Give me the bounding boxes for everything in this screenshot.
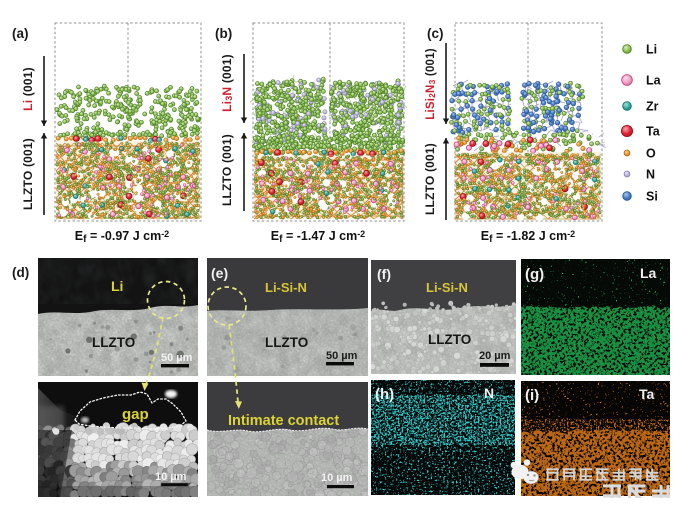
svg-text:LLZTO (001): LLZTO (001) xyxy=(423,143,437,215)
svg-text:20 µm: 20 µm xyxy=(479,350,511,362)
svg-text:N: N xyxy=(484,385,494,401)
svg-text:Li: Li xyxy=(111,278,123,294)
svg-text:LLZTO (001): LLZTO (001) xyxy=(220,134,234,206)
svg-text:LLZTO: LLZTO xyxy=(92,335,135,350)
svg-text:Intimate contact: Intimate contact xyxy=(228,413,339,429)
svg-text:(d): (d) xyxy=(12,265,29,280)
svg-text:(g): (g) xyxy=(525,266,544,283)
svg-text:Li-Si-N: Li-Si-N xyxy=(426,280,468,295)
svg-text:gap: gap xyxy=(122,406,149,423)
svg-text:O: O xyxy=(646,147,656,161)
svg-text:Li: Li xyxy=(646,43,657,57)
svg-text:(c): (c) xyxy=(427,26,444,41)
svg-text:Ef = -1.47 J cm-2: Ef = -1.47 J cm-2 xyxy=(271,229,365,245)
svg-text:La: La xyxy=(640,265,657,281)
svg-text:Si: Si xyxy=(646,190,658,204)
svg-text:La: La xyxy=(646,74,662,88)
svg-text:LLZTO: LLZTO xyxy=(428,332,471,347)
svg-text:Li-Si-N: Li-Si-N xyxy=(265,280,307,295)
svg-text:Zr: Zr xyxy=(646,100,659,114)
svg-text:(b): (b) xyxy=(215,26,232,41)
svg-text:Ef = -1.82 J cm-2: Ef = -1.82 J cm-2 xyxy=(481,229,575,245)
svg-text:Ta: Ta xyxy=(639,386,655,402)
svg-text:Ta: Ta xyxy=(646,125,661,139)
svg-text:Ef = -0.97 J cm-2: Ef = -0.97 J cm-2 xyxy=(75,229,169,245)
svg-text:LiSi2N3 (001): LiSi2N3 (001) xyxy=(425,48,437,120)
svg-text:(h): (h) xyxy=(375,386,394,403)
svg-text:N: N xyxy=(646,168,655,182)
svg-text:(a): (a) xyxy=(12,26,29,41)
svg-text:10 µm: 10 µm xyxy=(321,472,353,484)
svg-text:(f): (f) xyxy=(377,266,391,282)
svg-text:10 µm: 10 µm xyxy=(155,471,187,483)
svg-text:(i): (i) xyxy=(525,387,539,404)
svg-text:50 µm: 50 µm xyxy=(326,350,358,362)
svg-text:Li (001): Li (001) xyxy=(21,67,35,111)
svg-text:Li3N (001): Li3N (001) xyxy=(220,54,234,112)
svg-text:50 µm: 50 µm xyxy=(161,352,193,364)
svg-text:(e): (e) xyxy=(211,265,228,281)
svg-text:LLZTO: LLZTO xyxy=(265,335,308,350)
svg-text:LLZTO (001): LLZTO (001) xyxy=(21,138,35,210)
